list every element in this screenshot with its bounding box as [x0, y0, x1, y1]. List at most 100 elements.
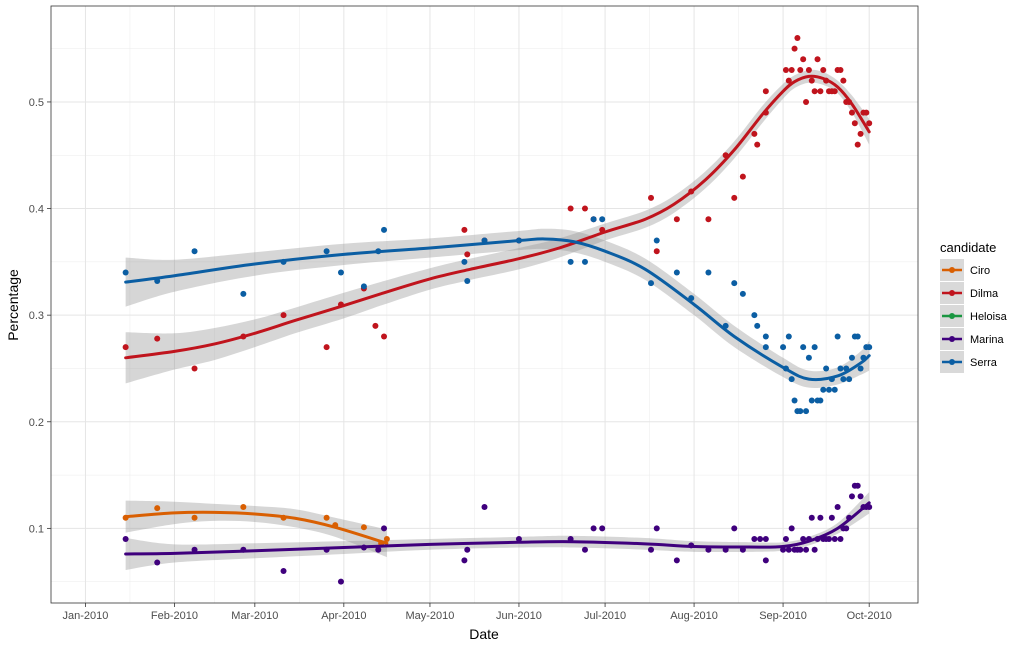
point-serra — [837, 365, 844, 372]
point-serra — [857, 365, 864, 372]
point-dilma — [851, 120, 858, 127]
point-marina — [797, 546, 804, 553]
point-marina — [590, 525, 597, 532]
point-serra — [854, 333, 861, 340]
point-dilma — [794, 34, 801, 41]
point-marina — [481, 504, 488, 511]
point-ciro — [383, 536, 390, 543]
point-marina — [581, 546, 588, 553]
point-dilma — [782, 66, 789, 73]
legend-title: candidate — [940, 240, 996, 255]
point-dilma — [705, 216, 712, 223]
x-tick-label: Jun-2010 — [496, 610, 542, 622]
smooth-lines — [124, 74, 871, 556]
point-dilma — [863, 109, 870, 116]
point-marina — [757, 536, 764, 543]
point-dilma — [866, 120, 873, 127]
point-marina — [837, 536, 844, 543]
point-marina — [788, 525, 795, 532]
y-tick-label: 0.5 — [29, 97, 44, 109]
point-marina — [653, 525, 660, 532]
point-serra — [739, 290, 746, 297]
point-marina — [122, 536, 129, 543]
point-marina — [857, 493, 864, 500]
point-marina — [599, 525, 606, 532]
point-dilma — [785, 77, 792, 84]
point-dilma — [673, 216, 680, 223]
point-serra — [673, 269, 680, 276]
legend-key-point — [949, 336, 955, 342]
point-dilma — [648, 194, 655, 201]
point-dilma — [797, 66, 804, 73]
point-dilma — [731, 194, 738, 201]
point-dilma — [848, 109, 855, 116]
point-dilma — [788, 66, 795, 73]
point-marina — [843, 525, 850, 532]
point-marina — [191, 546, 198, 553]
point-marina — [828, 514, 835, 521]
point-marina — [762, 557, 769, 564]
point-serra — [785, 333, 792, 340]
point-marina — [826, 536, 832, 543]
smooth-line-ciro — [124, 510, 389, 545]
point-serra — [797, 408, 804, 415]
point-dilma — [191, 365, 198, 372]
legend-label-heloisa: Heloisa — [970, 311, 1008, 323]
confidence-band-ciro — [125, 500, 387, 558]
point-serra — [791, 397, 798, 404]
point-ciro — [360, 524, 367, 531]
point-serra — [323, 248, 330, 255]
point-serra — [599, 216, 606, 223]
legend-label-serra: Serra — [970, 357, 998, 369]
point-dilma — [464, 251, 471, 258]
legend-key-point — [949, 267, 955, 273]
y-tick-label: 0.4 — [29, 204, 44, 216]
point-marina — [817, 514, 824, 521]
data-points — [122, 34, 873, 585]
point-dilma — [567, 205, 574, 212]
point-dilma — [805, 66, 812, 73]
y-axis: 0.1 0.2 0.3 0.4 0.5 — [29, 97, 51, 535]
point-serra — [360, 283, 367, 290]
point-dilma — [811, 88, 818, 95]
point-serra — [581, 258, 588, 265]
smooth-line-serra — [124, 237, 871, 382]
point-ciro — [240, 504, 247, 511]
point-serra — [831, 386, 838, 393]
point-serra — [705, 269, 712, 276]
point-marina — [834, 504, 841, 511]
point-serra — [754, 322, 761, 329]
x-tick-label: Aug-2010 — [670, 610, 718, 622]
point-dilma — [803, 98, 810, 105]
x-axis-title: Date — [469, 626, 499, 642]
point-marina — [808, 514, 815, 521]
point-dilma — [280, 312, 287, 319]
point-dilma — [831, 88, 838, 95]
point-marina — [461, 557, 468, 564]
x-tick-label: Apr-2010 — [321, 610, 366, 622]
x-tick-label: Oct-2010 — [847, 610, 892, 622]
point-ciro — [323, 514, 330, 521]
point-serra — [762, 344, 769, 351]
point-serra — [653, 237, 660, 244]
point-marina — [381, 525, 388, 532]
point-dilma — [808, 77, 815, 84]
point-dilma — [122, 344, 129, 351]
point-dilma — [323, 344, 330, 351]
plot-panel-border — [50, 5, 919, 604]
point-marina — [800, 536, 807, 543]
point-serra — [762, 333, 769, 340]
point-dilma — [820, 66, 827, 73]
legend-label-marina: Marina — [970, 334, 1005, 346]
point-dilma — [817, 88, 824, 95]
x-tick-label: Feb-2010 — [151, 610, 198, 622]
point-dilma — [840, 77, 847, 84]
point-serra — [780, 344, 787, 351]
x-tick-label: Sep-2010 — [759, 610, 807, 622]
x-tick-label: Mar-2010 — [231, 610, 278, 622]
smooth-line-marina — [124, 501, 871, 556]
point-dilma — [837, 66, 844, 73]
x-axis: Jan-2010 Feb-2010 Mar-2010 Apr-2010 May-2010… — [63, 603, 892, 622]
y-tick-label: 0.3 — [29, 310, 44, 322]
point-serra — [122, 269, 129, 276]
